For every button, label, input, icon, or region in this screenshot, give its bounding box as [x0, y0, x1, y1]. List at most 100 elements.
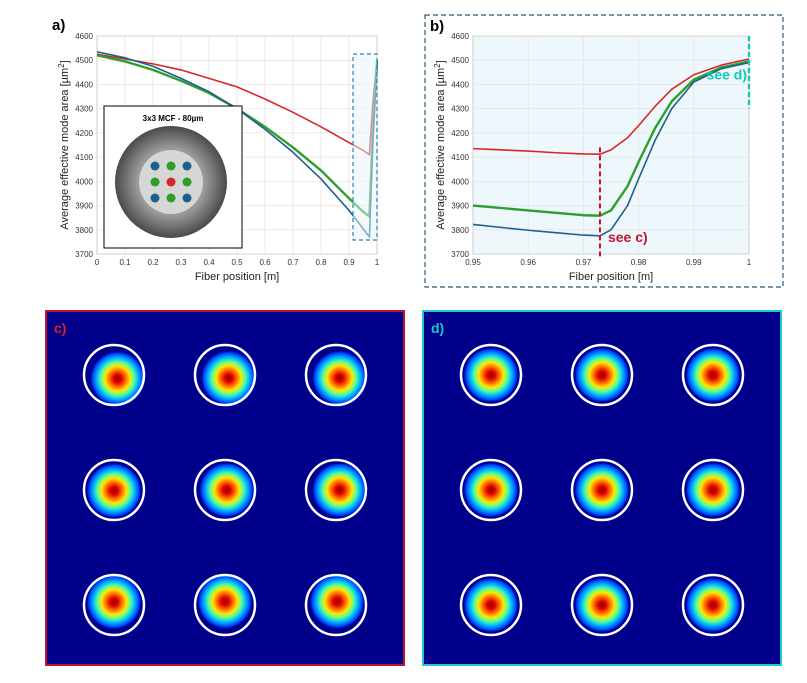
x-axis-label-b: Fiber position [m]	[569, 271, 653, 283]
mode-field	[198, 462, 255, 518]
y-tick-label: 4500	[75, 56, 93, 65]
x-tick-label: 0.3	[175, 258, 187, 267]
core-boundary	[681, 343, 745, 407]
x-tick-label: 0.4	[203, 258, 215, 267]
mode-field	[574, 462, 630, 518]
mode-field	[89, 350, 146, 407]
x-ticks-a: 0 0.1 0.2 0.3 0.4 0.5 0.6 0.7 0.8 0.9 1	[95, 258, 380, 267]
fiber-cores	[150, 161, 192, 203]
fiber-core	[166, 177, 176, 187]
core-boundary	[459, 343, 523, 407]
mode-field	[197, 573, 253, 630]
fiber-core	[150, 193, 160, 203]
mode-field	[463, 462, 519, 518]
x-tick-label: 0.97	[576, 258, 592, 267]
x-tick-label: 0.98	[631, 258, 647, 267]
y-tick-label: 3700	[75, 250, 93, 259]
fiber-core	[166, 161, 176, 171]
fiber-core	[182, 161, 192, 171]
mode-field	[86, 574, 142, 630]
x-tick-label: 0.7	[287, 258, 299, 267]
series-line-red	[472, 58, 750, 155]
mode-field	[685, 347, 741, 403]
y-tick-label: 4400	[75, 80, 93, 89]
annotation-see-d: see d)	[707, 67, 747, 83]
x-tick-label: 0.99	[686, 258, 702, 267]
core-boundary	[304, 343, 368, 407]
mode-field	[200, 350, 257, 406]
y-tick-label: 3900	[75, 202, 93, 211]
series-line-green	[472, 60, 750, 217]
x-tick-label: 1	[375, 258, 380, 267]
mode-field	[309, 573, 366, 630]
core-boundary	[193, 458, 257, 522]
core-boundary	[82, 573, 146, 637]
x-tick-label: 0.1	[119, 258, 131, 267]
zoom-region-box	[352, 53, 378, 241]
y-ticks-b: 3700 3800 3900 4000 4100 4200 4300 4400 4500 4600	[451, 32, 469, 259]
fiber-core	[150, 161, 160, 171]
mode-field	[311, 350, 368, 406]
y-axis-label-b: Average effective mode area [µm2]	[433, 60, 447, 229]
x-tick-label: 0	[95, 258, 100, 267]
mode-field	[86, 462, 142, 519]
annotation-see-c: see c)	[608, 229, 648, 245]
core-boundary	[681, 573, 745, 637]
x-tick-label: 0.96	[520, 258, 536, 267]
x-tick-label: 0.95	[465, 258, 481, 267]
y-tick-label: 4500	[451, 56, 469, 65]
panel-d: d)	[422, 310, 782, 666]
y-tick-label: 4600	[75, 32, 93, 41]
core-boundary	[459, 458, 523, 522]
mode-field	[574, 577, 630, 633]
x-ticks-b: 0.95 0.96 0.97 0.98 0.99 1	[465, 258, 752, 267]
panel-b: b) 0.95 0.96 0.97 0.98 0.99 1 3700 3800 3900 400…	[424, 14, 784, 288]
mode-field-grid-c	[82, 343, 368, 637]
y-tick-label: 4200	[75, 129, 93, 138]
x-tick-label: 0.5	[231, 258, 243, 267]
y-tick-label: 4000	[451, 177, 469, 186]
y-tick-label: 4100	[75, 153, 93, 162]
core-boundary	[304, 573, 368, 637]
y-tick-label: 3800	[451, 226, 469, 235]
series-line-blue	[472, 61, 750, 237]
core-boundary	[570, 343, 634, 407]
fiber-core	[182, 193, 192, 203]
y-axis-label-a: Average effective mode area [µm2]	[57, 60, 71, 229]
mode-field	[574, 347, 630, 403]
y-tick-label: 4300	[75, 105, 93, 114]
core-boundary	[681, 458, 745, 522]
mode-field	[463, 577, 519, 633]
mode-field	[463, 347, 519, 403]
inset-title: 3x3 MCF - 80µm	[143, 114, 204, 123]
core-boundary	[570, 458, 634, 522]
mode-field	[311, 462, 368, 518]
x-tick-label: 0.2	[147, 258, 159, 267]
core-boundary	[570, 573, 634, 637]
core-boundary	[82, 458, 146, 522]
annotations-b: see c) see d)	[598, 36, 751, 257]
core-boundary	[459, 573, 523, 637]
panel-a: a) 0 0.1 0.2 0.3 0.4 0.5 0.6 0.7 0.8 0.9 1 3700 380…	[52, 17, 380, 283]
y-tick-label: 4400	[451, 80, 469, 89]
series-b	[472, 58, 750, 237]
y-tick-label: 3800	[75, 226, 93, 235]
x-tick-label: 0.6	[259, 258, 271, 267]
panel-label-a: a)	[52, 17, 65, 34]
y-tick-label: 3900	[451, 202, 469, 211]
x-tick-label: 1	[747, 258, 752, 267]
y-tick-label: 4300	[451, 105, 469, 114]
fiber-core	[150, 177, 160, 187]
y-tick-label: 4200	[451, 129, 469, 138]
fiber-core	[182, 177, 192, 187]
panel-label-b: b)	[430, 18, 444, 35]
mode-field	[685, 577, 741, 633]
y-tick-label: 3700	[451, 250, 469, 259]
x-tick-label: 0.9	[343, 258, 355, 267]
panel-c: c)	[45, 310, 405, 666]
core-boundary	[193, 343, 257, 407]
core-boundary	[193, 573, 257, 637]
fiber-inset: 3x3 MCF - 80µm	[103, 105, 243, 249]
y-tick-label: 4000	[75, 177, 93, 186]
